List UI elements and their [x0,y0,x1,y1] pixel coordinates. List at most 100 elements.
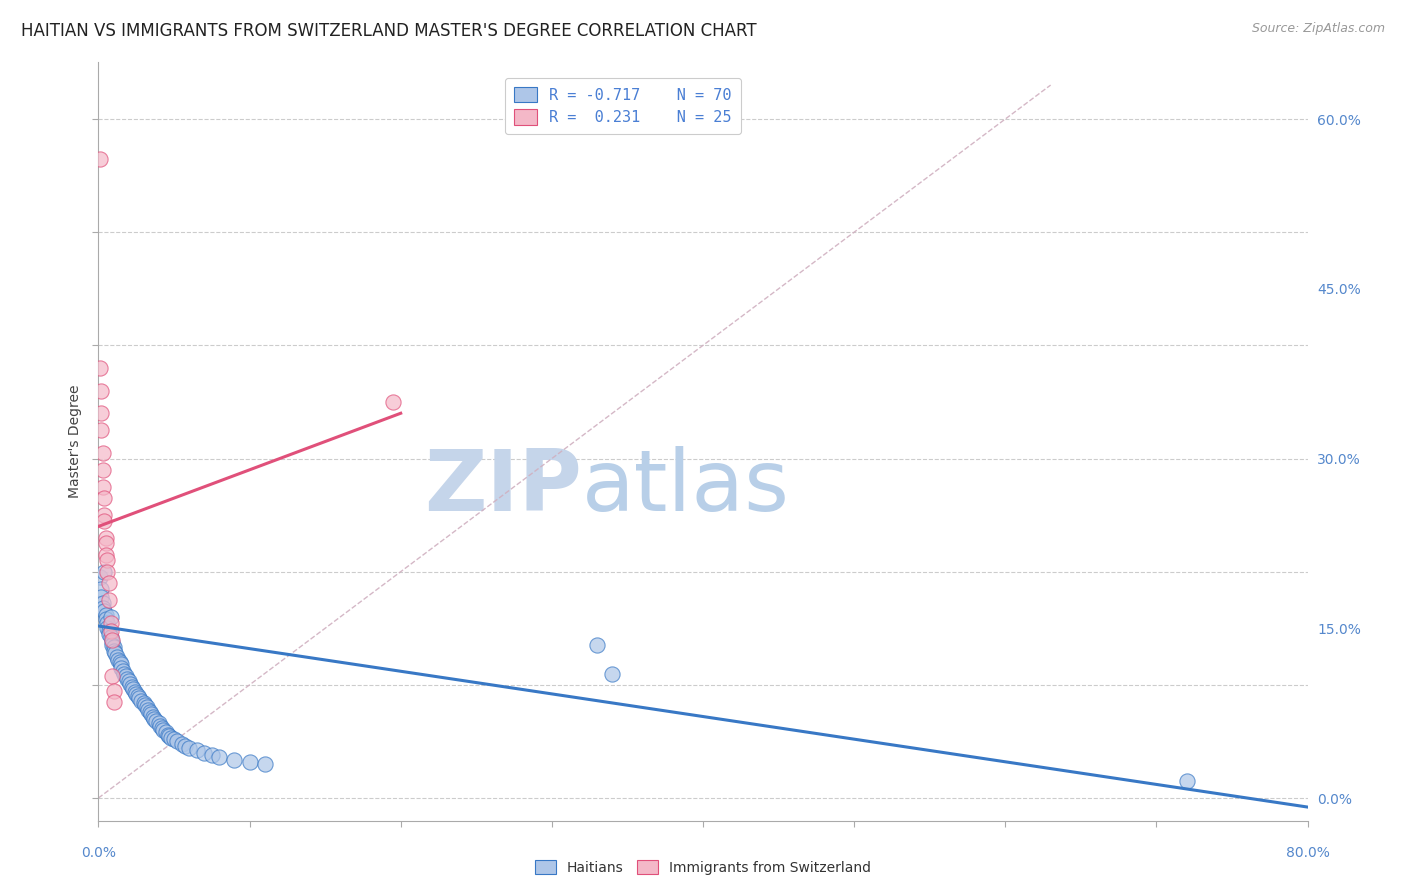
Point [602,666,624,681]
Point [96,615,118,630]
Point [201,747,224,762]
Point [382,395,405,409]
Point [166,734,188,748]
Point [155,725,177,739]
Point [145,714,167,728]
Point [112,666,135,681]
Point [163,732,186,747]
Point [142,709,165,723]
Point [253,757,276,772]
Point [108,655,131,669]
Point [94,531,117,545]
Point [110,661,132,675]
Point [111,665,134,679]
Point [120,676,142,690]
Point [96,565,118,579]
Point [94,536,117,550]
Point [136,703,159,717]
Point [94,612,117,626]
Point [121,680,143,694]
Point [91,596,114,610]
Point [90,384,112,398]
Point [173,739,195,753]
Point [239,755,262,769]
Point [101,635,124,649]
Point [152,723,174,738]
Point [128,691,150,706]
Point [101,669,124,683]
Point [132,696,155,710]
Point [90,406,112,420]
Point [115,672,138,686]
Point [103,683,125,698]
Legend: Haitians, Immigrants from Switzerland: Haitians, Immigrants from Switzerland [529,855,877,880]
Point [90,590,112,604]
Text: 0.0%: 0.0% [82,846,115,860]
Point [170,737,193,751]
Point [94,607,117,622]
Point [139,705,162,719]
Point [100,630,122,644]
Point [94,548,117,562]
Point [98,627,121,641]
Point [98,576,121,591]
Point [91,480,114,494]
Point [160,731,183,745]
Point [156,728,179,742]
Point [103,644,125,658]
Point [96,553,118,567]
Point [90,582,112,596]
Point [141,707,163,722]
Point [100,615,122,630]
Text: HAITIAN VS IMMIGRANTS FROM SWITZERLAND MASTER'S DEGREE CORRELATION CHART: HAITIAN VS IMMIGRANTS FROM SWITZERLAND M… [21,22,756,40]
Text: ZIP: ZIP [425,445,582,529]
Point [122,682,145,697]
Point [93,565,115,579]
Point [125,687,148,701]
Text: 80.0%: 80.0% [1285,846,1330,860]
Point [91,600,114,615]
Point [104,646,127,660]
Point [127,689,149,703]
Point [90,423,112,437]
Point [114,669,136,683]
Legend: R = -0.717    N = 70, R =  0.231    N = 25: R = -0.717 N = 70, R = 0.231 N = 25 [505,78,741,134]
Point [91,446,114,460]
Point [208,750,231,764]
Text: atlas: atlas [582,445,790,529]
Point [586,638,609,652]
Point [101,632,124,647]
Point [159,729,181,743]
Point [100,624,122,638]
Point [150,721,173,735]
Point [143,712,166,726]
Point [93,491,115,505]
Point [89,152,111,166]
Point [224,752,246,766]
Point [135,700,157,714]
Point [89,361,111,376]
Point [193,746,215,760]
Point [98,624,121,638]
Point [124,684,146,698]
Point [89,570,111,584]
Point [93,508,115,522]
Text: Source: ZipAtlas.com: Source: ZipAtlas.com [1251,22,1385,36]
Point [105,649,128,664]
Point [134,698,156,713]
Point [103,640,125,655]
Point [149,718,172,732]
Point [93,604,115,618]
Point [186,743,208,757]
Point [118,674,141,689]
Point [103,695,125,709]
Point [107,653,129,667]
Point [129,694,152,708]
Point [110,657,132,672]
Point [1175,774,1198,789]
Point [179,741,201,756]
Point [96,621,118,635]
Point [100,610,122,624]
Point [148,716,170,731]
Point [93,514,115,528]
